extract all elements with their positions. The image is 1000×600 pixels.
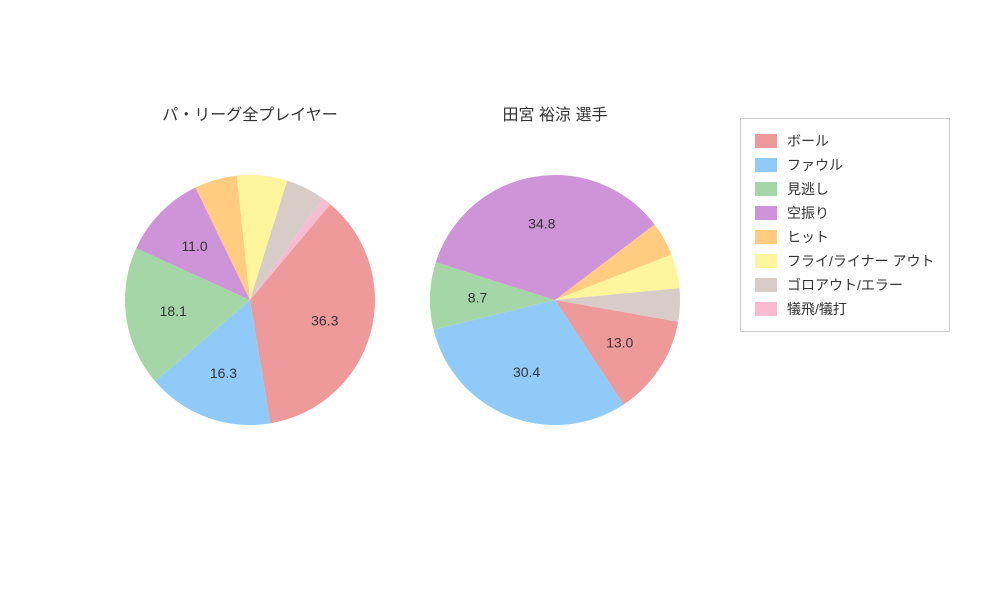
- legend-item-fly_liner: フライ/ライナー アウト: [755, 249, 935, 273]
- legend-swatch-sac: [755, 302, 777, 316]
- legend-label-hit: ヒット: [787, 227, 829, 247]
- legend-swatch-looking: [755, 182, 777, 196]
- legend-label-ball: ボール: [787, 131, 829, 151]
- legend-label-swing_miss: 空振り: [787, 203, 829, 223]
- slice-label-league-looking: 18.1: [160, 303, 187, 319]
- legend-swatch-ground_err: [755, 278, 777, 292]
- legend-item-ball: ボール: [755, 129, 935, 153]
- legend-swatch-fly_liner: [755, 254, 777, 268]
- slice-label-league-ball: 36.3: [311, 313, 338, 329]
- legend-item-looking: 見逃し: [755, 177, 935, 201]
- legend-label-looking: 見逃し: [787, 179, 829, 199]
- slice-label-player-ball: 13.0: [606, 335, 633, 351]
- legend-swatch-ball: [755, 134, 777, 148]
- chart-stage: 36.3 16.3 18.1 11.0 パ・リーグ全プレイヤー 13.0 30.4 8.7 34…: [0, 0, 1000, 600]
- chart-title-player: 田宮 裕涼 選手: [503, 106, 608, 124]
- chart-title-league: パ・リーグ全プレイヤー: [162, 106, 338, 124]
- legend-label-ground_err: ゴロアウト/エラー: [787, 275, 903, 295]
- legend-label-fly_liner: フライ/ライナー アウト: [787, 251, 935, 271]
- legend-label-sac: 犠飛/犠打: [787, 299, 847, 319]
- pie-league: [125, 175, 375, 425]
- legend: ボールファウル見逃し空振りヒットフライ/ライナー アウトゴロアウト/エラー犠飛/…: [740, 118, 950, 332]
- slice-label-player-looking: 8.7: [468, 289, 488, 305]
- slice-label-player-foul: 30.4: [513, 364, 540, 380]
- legend-swatch-hit: [755, 230, 777, 244]
- legend-swatch-foul: [755, 158, 777, 172]
- slice-label-player-swing_miss: 34.8: [528, 216, 555, 232]
- legend-item-ground_err: ゴロアウト/エラー: [755, 273, 935, 297]
- legend-label-foul: ファウル: [787, 155, 843, 175]
- legend-swatch-swing_miss: [755, 206, 777, 220]
- legend-item-hit: ヒット: [755, 225, 935, 249]
- legend-item-foul: ファウル: [755, 153, 935, 177]
- slice-label-league-foul: 16.3: [210, 365, 237, 381]
- slice-label-league-swing_miss: 11.0: [181, 238, 207, 254]
- legend-item-swing_miss: 空振り: [755, 201, 935, 225]
- legend-item-sac: 犠飛/犠打: [755, 297, 935, 321]
